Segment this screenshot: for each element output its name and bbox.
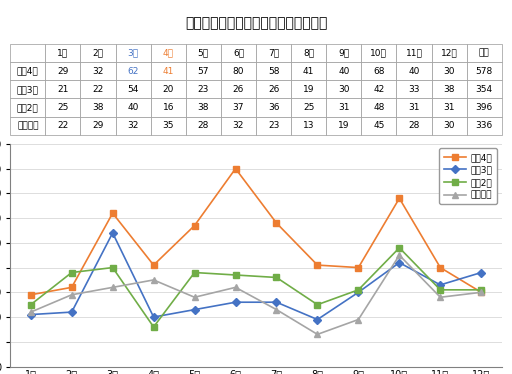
令和4年 [355,265,361,270]
Legend: 令和4年, 令和3年, 令和2年, 令和元年: 令和4年, 令和3年, 令和2年, 令和元年 [439,148,497,204]
令和3年 [478,270,484,275]
令和3年 [191,307,198,312]
令和2年 [314,303,321,307]
令和元年 [478,290,484,295]
令和4年 [151,263,157,267]
Line: 令和4年: 令和4年 [28,166,484,298]
令和4年 [110,211,116,215]
令和2年 [110,265,116,270]
令和4年 [191,223,198,228]
令和4年 [232,166,239,171]
令和元年 [151,278,157,282]
令和元年 [437,295,443,300]
令和2年 [437,288,443,292]
令和4年 [478,290,484,295]
Line: 令和2年: 令和2年 [28,245,484,330]
令和3年 [151,315,157,319]
令和2年 [478,288,484,292]
Text: アニサキス食中毒発生状況（患者数）: アニサキス食中毒発生状況（患者数） [185,16,327,30]
令和3年 [314,317,321,322]
令和2年 [69,270,75,275]
Line: 令和元年: 令和元年 [28,252,484,337]
令和元年 [28,310,34,314]
令和3年 [273,300,280,304]
令和2年 [191,270,198,275]
令和3年 [28,312,34,317]
令和3年 [437,283,443,287]
令和元年 [355,317,361,322]
令和3年 [232,300,239,304]
令和3年 [396,260,402,265]
令和元年 [232,285,239,289]
令和元年 [110,285,116,289]
令和2年 [273,275,280,280]
Line: 令和3年: 令和3年 [28,230,484,322]
令和元年 [69,292,75,297]
令和4年 [396,196,402,200]
令和4年 [437,265,443,270]
令和4年 [28,292,34,297]
令和2年 [396,246,402,250]
令和4年 [314,263,321,267]
令和3年 [110,231,116,235]
令和2年 [355,288,361,292]
令和3年 [69,310,75,314]
令和元年 [191,295,198,300]
令和2年 [28,303,34,307]
令和元年 [273,307,280,312]
令和元年 [314,332,321,337]
令和4年 [69,285,75,289]
令和4年 [273,221,280,225]
令和元年 [396,253,402,257]
令和3年 [355,290,361,295]
令和2年 [151,325,157,329]
令和2年 [232,273,239,277]
